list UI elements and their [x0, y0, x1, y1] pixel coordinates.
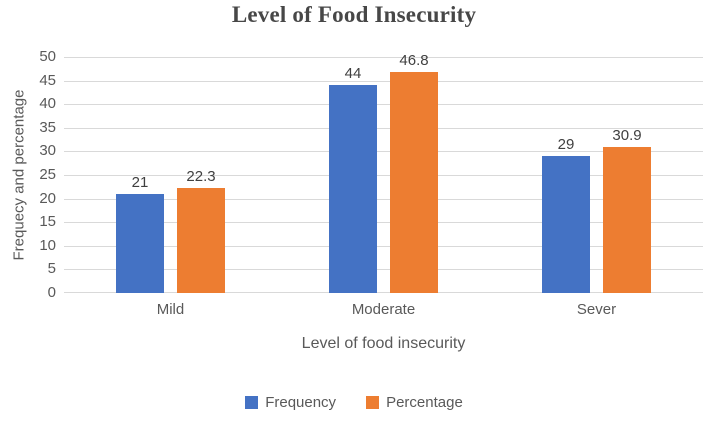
bar-group-mild: 21 22.3 — [64, 57, 277, 293]
chart-title: Level of Food Insecurity — [231, 2, 477, 27]
legend-item-percentage: Percentage — [366, 394, 463, 411]
legend-swatch-frequency — [245, 396, 259, 409]
gridline-5 — [64, 269, 703, 271]
legend-label-frequency: Frequency — [265, 394, 337, 411]
legend: Frequency Percentage — [0, 394, 708, 411]
legend-label-percentage: Percentage — [386, 394, 463, 411]
bar-cell-frequency-moderate: 44 — [329, 65, 377, 293]
y-tick-label-25: 25 — [39, 166, 56, 183]
bar-percentage-sever — [603, 147, 651, 293]
bar-value-label-frequency-mild: 21 — [131, 173, 149, 191]
gridline-0 — [64, 292, 703, 293]
y-tick-label-20: 20 — [39, 189, 56, 207]
y-tick-label-15: 15 — [39, 213, 56, 231]
bar-cell-frequency-mild: 21 — [116, 174, 164, 293]
bar-value-label-percentage-mild: 22.3 — [186, 167, 216, 185]
gridline-25 — [64, 175, 703, 176]
bar-percentage-moderate — [390, 72, 438, 293]
y-tick-label-40: 40 — [39, 95, 56, 113]
gridline-35 — [64, 127, 703, 129]
bar-frequency-sever — [542, 156, 590, 293]
bar-group-moderate: 44 46.8 — [277, 52, 490, 293]
bar-frequency-moderate — [329, 85, 377, 293]
bar-group-sever: 29 30.9 — [490, 57, 703, 293]
bar-value-label-frequency-moderate: 44 — [344, 65, 362, 83]
gridline-20 — [64, 198, 703, 200]
bar-groups: 21 22.3 44 46.8 29 30.9 — [64, 52, 703, 293]
x-category-label-sever: Sever — [576, 301, 617, 318]
bar-value-label-percentage-moderate: 46.8 — [399, 52, 429, 70]
y-tick-label-50: 50 — [39, 48, 56, 65]
bar-value-label-percentage-sever: 30.9 — [612, 127, 642, 145]
bar-cell-percentage-mild: 22.3 — [177, 168, 225, 293]
x-category-label-moderate: Moderate — [351, 301, 416, 318]
gridline-45 — [64, 80, 703, 82]
y-tick-label-35: 35 — [39, 118, 56, 136]
x-axis-title: Level of food insecurity — [301, 335, 466, 352]
x-category-label-mild: Mild — [156, 301, 185, 318]
bar-frequency-mild — [116, 193, 164, 293]
y-tick-label-45: 45 — [39, 71, 56, 89]
y-tick-label-5: 5 — [47, 260, 56, 278]
plot-area: 21 22.3 44 46.8 29 30.9 — [64, 52, 703, 293]
gridline-10 — [64, 245, 703, 247]
x-axis-category-labels: Mild Moderate Sever — [64, 301, 703, 318]
gridline-40 — [64, 104, 703, 106]
y-tick-label-30: 30 — [39, 142, 56, 160]
gridline-50 — [64, 57, 703, 58]
bar-cell-percentage-moderate: 46.8 — [390, 52, 438, 293]
y-tick-label-0: 0 — [47, 284, 56, 301]
bar-value-label-frequency-sever: 29 — [557, 136, 575, 154]
legend-item-frequency: Frequency — [245, 394, 336, 411]
bar-cell-percentage-sever: 30.9 — [603, 127, 651, 293]
y-tick-label-10: 10 — [39, 236, 56, 254]
gridline-30 — [64, 151, 703, 153]
legend-swatch-percentage — [366, 396, 380, 409]
bar-percentage-mild — [177, 187, 225, 293]
bar-cell-frequency-sever: 29 — [542, 136, 590, 293]
gridline-15 — [64, 222, 703, 224]
